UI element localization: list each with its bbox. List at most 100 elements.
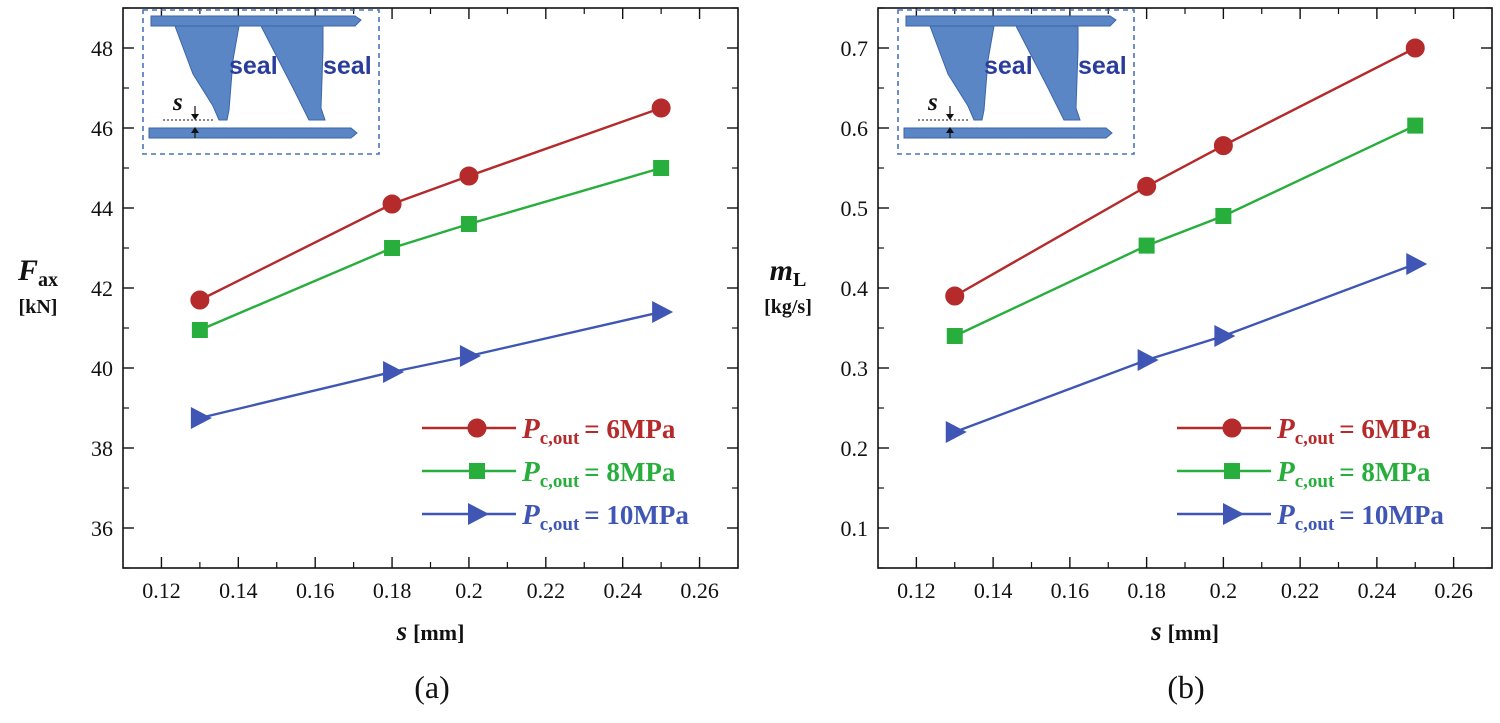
x-tick-label: 0.24 [603, 578, 642, 603]
inset-arrowhead-up [191, 127, 199, 133]
data-point-10MPa [190, 407, 212, 429]
data-point-6MPa [190, 290, 210, 310]
panel-label: (a) [414, 669, 450, 705]
legend-marker-6MPa [1222, 418, 1242, 438]
legend-entry-6MPa: Pc,out = 6MPa [1276, 413, 1431, 449]
data-point-10MPa [383, 361, 405, 383]
legend-symbol: P [1276, 413, 1295, 445]
inset-seal-label-1: seal [984, 52, 1033, 80]
legend-entry-10MPa: Pc,out = 10MPa [521, 499, 689, 535]
legend-marker-8MPa [469, 463, 485, 479]
inset-seal-tooth-right [260, 25, 326, 121]
inset-border [142, 9, 380, 155]
y-tick-label: 0.7 [841, 36, 869, 61]
data-point-10MPa [945, 421, 967, 443]
legend-value: = 8MPa [584, 457, 676, 487]
x-axis-unit: [mm] [1168, 620, 1219, 645]
legend-value: = 6MPa [1339, 414, 1431, 444]
legend-subscript: c,out [540, 514, 580, 535]
legend-value: = 8MPa [1339, 457, 1431, 487]
x-tick-label: 0.2 [1210, 578, 1238, 603]
data-point-10MPa [1406, 253, 1428, 275]
legend-value: = 6MPa [584, 414, 676, 444]
x-tick-label: 0.22 [527, 578, 566, 603]
chart-panel-a: 0.12 0.14 0.16 0.18 0.2 0.22 0.24 0.26 36 38 40 42 4… [17, 7, 739, 705]
data-point-10MPa [459, 345, 481, 367]
y-tick-label: 38 [91, 436, 113, 461]
inset-gap-label: s [927, 89, 938, 116]
legend-subscript: c,out [540, 428, 580, 449]
x-axis-symbol: s [396, 616, 408, 646]
y-axis-unit: [kg/s] [764, 296, 812, 318]
inset-seal-label-2: seal [1078, 52, 1127, 80]
x-tick-label: 0.12 [897, 578, 936, 603]
y-tick-label: 0.4 [841, 276, 869, 301]
data-point-6MPa [1405, 38, 1425, 58]
legend-marker-10MPa [468, 503, 489, 525]
data-point-8MPa [1215, 208, 1232, 224]
legend-marker-8MPa [1224, 463, 1240, 479]
x-tick-label: 0.14 [974, 578, 1013, 603]
legend-marker-6MPa [467, 418, 487, 438]
data-point-6MPa [1213, 136, 1233, 156]
inset-seal-label-2: seal [323, 52, 372, 80]
y-axis-subscript: L [793, 269, 806, 291]
x-tick-label: 0.24 [1358, 578, 1397, 603]
legend-subscript: c,out [1295, 514, 1335, 535]
y-tick-label: 46 [91, 116, 113, 141]
y-tick-label: 0.6 [841, 116, 869, 141]
data-point-6MPa [1137, 176, 1157, 196]
x-tick-label: 0.14 [219, 578, 258, 603]
y-tick-label: 36 [91, 516, 113, 541]
y-axis-label: mL [770, 254, 807, 291]
data-point-6MPa [945, 286, 965, 306]
data-point-8MPa [1138, 237, 1155, 254]
data-point-6MPa [651, 98, 671, 118]
y-tick-label: 0.3 [841, 356, 869, 381]
legend-subscript: c,out [540, 471, 580, 492]
y-tick-label: 42 [91, 276, 113, 301]
series-line-10MPa [199, 310, 662, 420]
data-point-6MPa [459, 166, 479, 186]
legend-subscript: c,out [1295, 471, 1335, 492]
legend-marker-10MPa [1223, 503, 1244, 525]
data-point-10MPa [1214, 325, 1236, 347]
legend-value: = 10MPa [584, 500, 689, 530]
inset-seal-tooth-left [174, 25, 240, 121]
panel-label: (b) [1167, 669, 1204, 705]
y-tick-label: 0.1 [841, 516, 869, 541]
legend-entry-10MPa: Pc,out = 10MPa [1276, 499, 1444, 535]
y-axis-subscript: ax [38, 269, 58, 291]
x-tick-label: 0.12 [142, 578, 181, 603]
legend-value: = 10MPa [1339, 500, 1444, 530]
x-axis-label: s [mm] [1150, 616, 1219, 646]
y-tick-label: 0.5 [841, 196, 869, 221]
legend-symbol: P [521, 499, 540, 531]
data-point-8MPa [384, 240, 401, 256]
x-axis-unit: [mm] [413, 620, 464, 645]
data-point-8MPa [653, 160, 670, 176]
legend-symbol: P [521, 413, 540, 445]
x-tick-label: 0.18 [1127, 578, 1166, 603]
data-point-8MPa [946, 328, 963, 344]
inset-border [897, 9, 1135, 155]
x-tick-label: 0.18 [373, 578, 412, 603]
inset-seal-tooth-right [1015, 25, 1081, 121]
legend-symbol: P [521, 456, 540, 488]
x-tick-label: 0.22 [1281, 578, 1320, 603]
y-tick-label: 40 [91, 356, 113, 381]
series-line-6MPa [954, 46, 1416, 298]
y-axis-symbol: F [17, 254, 38, 287]
legend-entry-8MPa: Pc,out = 8MPa [1276, 456, 1431, 492]
legend-subscript: c,out [1295, 428, 1335, 449]
x-tick-label: 0.26 [680, 578, 719, 603]
series-line-6MPa [199, 106, 662, 302]
inset-top-band [150, 15, 362, 27]
inset-arrowhead-down [191, 114, 199, 120]
y-axis-label: Fax [17, 254, 58, 291]
inset-top-band [905, 15, 1117, 27]
inset-bottom-band [903, 127, 1113, 139]
legend-entry-6MPa: Pc,out = 6MPa [521, 413, 676, 449]
x-tick-label: 0.16 [296, 578, 335, 603]
inset-seal-label-1: seal [229, 52, 278, 80]
